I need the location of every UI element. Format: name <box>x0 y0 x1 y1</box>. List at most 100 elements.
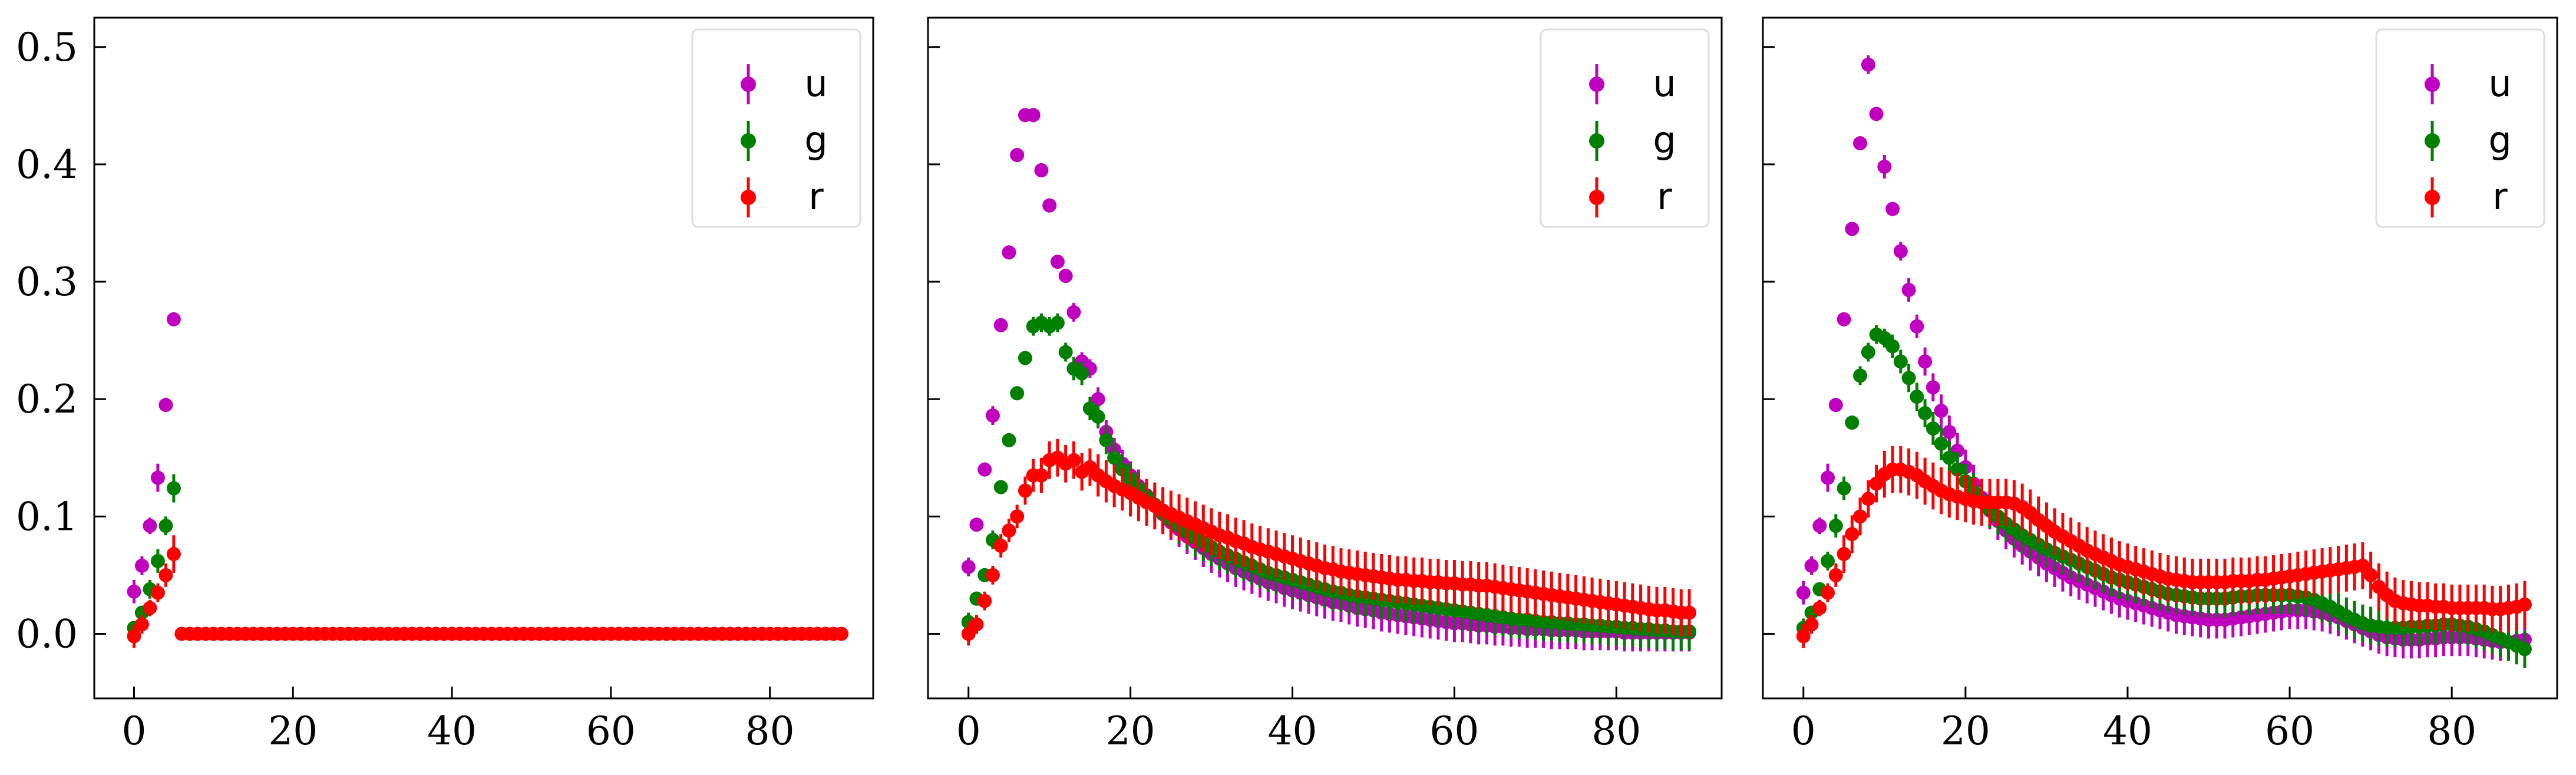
data-point <box>977 593 992 608</box>
data-point <box>127 584 141 599</box>
data-point <box>961 559 976 574</box>
x-tick-label: 80 <box>1591 708 1641 754</box>
data-point <box>1099 433 1114 447</box>
x-tick-label: 20 <box>1941 708 1990 754</box>
legend-marker <box>1589 133 1604 149</box>
legend-frame <box>691 28 861 228</box>
x-tick-label: 40 <box>2103 708 2152 754</box>
legend: ugr <box>691 28 861 228</box>
data-point <box>1682 605 1697 620</box>
data-point <box>1885 339 1900 354</box>
data-point <box>985 408 1000 423</box>
y-tick-label: 0.1 <box>16 494 78 539</box>
data-point <box>127 629 141 644</box>
data-point <box>1893 244 1908 259</box>
x-tick-label: 20 <box>1106 708 1155 754</box>
legend-marker <box>1589 190 1604 205</box>
data-point <box>158 519 173 533</box>
x-tick-label: 20 <box>268 708 318 754</box>
data-point <box>1091 392 1105 407</box>
y-tick-label: 0.4 <box>16 142 78 187</box>
data-point <box>993 539 1008 553</box>
data-point <box>1796 585 1811 600</box>
data-point <box>977 462 992 477</box>
data-point <box>985 568 1000 582</box>
data-point <box>1845 415 1860 430</box>
data-point <box>1837 481 1851 496</box>
legend-label: g <box>1653 118 1676 161</box>
data-point <box>993 480 1008 494</box>
data-point <box>1796 629 1811 644</box>
data-point <box>150 470 165 485</box>
x-tick-label: 40 <box>427 708 477 754</box>
legend: ugr <box>2375 28 2545 228</box>
series-u <box>127 312 181 603</box>
x-tick-label: 0 <box>121 708 146 754</box>
subplot-2: 0 20 40 60 80 ugr <box>927 17 1723 754</box>
data-point <box>1845 527 1860 542</box>
legend-label: u <box>804 62 827 105</box>
data-point <box>1942 424 1957 439</box>
data-point <box>1804 617 1819 632</box>
legend-marker <box>1589 77 1604 92</box>
legend-label: r <box>1657 175 1672 218</box>
data-point <box>1058 269 1073 283</box>
data-point <box>1010 386 1025 401</box>
data-point <box>1853 509 1868 524</box>
axes-frame <box>93 17 874 700</box>
data-point <box>143 519 157 533</box>
data-point <box>1091 410 1105 424</box>
data-point <box>1058 345 1073 360</box>
series-r <box>1796 446 2532 648</box>
x-tick-label: 0 <box>1791 708 1816 754</box>
data-point <box>143 601 157 615</box>
data-point <box>1934 404 1948 418</box>
data-point <box>1837 312 1851 327</box>
data-point <box>1877 159 1892 174</box>
data-point <box>1869 476 1884 491</box>
data-point <box>1893 354 1908 369</box>
x-tick-label: 60 <box>1429 708 1479 754</box>
legend-label: g <box>2488 118 2511 161</box>
data-point <box>1910 319 1924 334</box>
data-point <box>1002 433 1016 447</box>
data-point <box>1050 315 1065 330</box>
x-tick-label: 0 <box>956 708 981 754</box>
data-point <box>2363 568 2378 582</box>
data-point <box>134 558 149 573</box>
data-point <box>1861 345 1875 360</box>
data-point <box>158 568 173 582</box>
x-tick-label: 60 <box>2265 708 2314 754</box>
legend-label: u <box>2488 62 2511 105</box>
data-point <box>1934 436 1948 451</box>
data-point <box>1885 202 1900 216</box>
data-point <box>1002 245 1016 260</box>
data-point <box>1026 108 1041 123</box>
legend-marker <box>2425 133 2440 149</box>
data-point <box>166 312 181 327</box>
x-tick-label: 80 <box>745 708 795 754</box>
data-point <box>1821 470 1835 485</box>
x-tick-label: 80 <box>2427 708 2476 754</box>
data-point <box>1066 453 1081 467</box>
x-tick-label: 60 <box>586 708 636 754</box>
data-point <box>1828 398 1843 413</box>
data-point <box>1804 558 1819 573</box>
legend: ugr <box>1540 28 1710 228</box>
data-point <box>2517 642 2532 657</box>
data-point <box>1845 222 1860 236</box>
legend-label: g <box>804 118 827 161</box>
legend-marker <box>741 190 756 205</box>
data-point <box>2517 597 2532 612</box>
series-r <box>961 438 1697 646</box>
legend-frame <box>1540 28 1710 228</box>
data-point <box>166 481 181 496</box>
data-point <box>1926 380 1940 395</box>
data-point <box>1812 601 1827 615</box>
data-point <box>1918 354 1933 369</box>
axes-frame <box>927 17 1723 700</box>
data-point <box>150 585 165 600</box>
data-point <box>134 617 149 632</box>
data-point <box>1942 450 1957 465</box>
y-tick-label: 0.2 <box>16 377 78 422</box>
